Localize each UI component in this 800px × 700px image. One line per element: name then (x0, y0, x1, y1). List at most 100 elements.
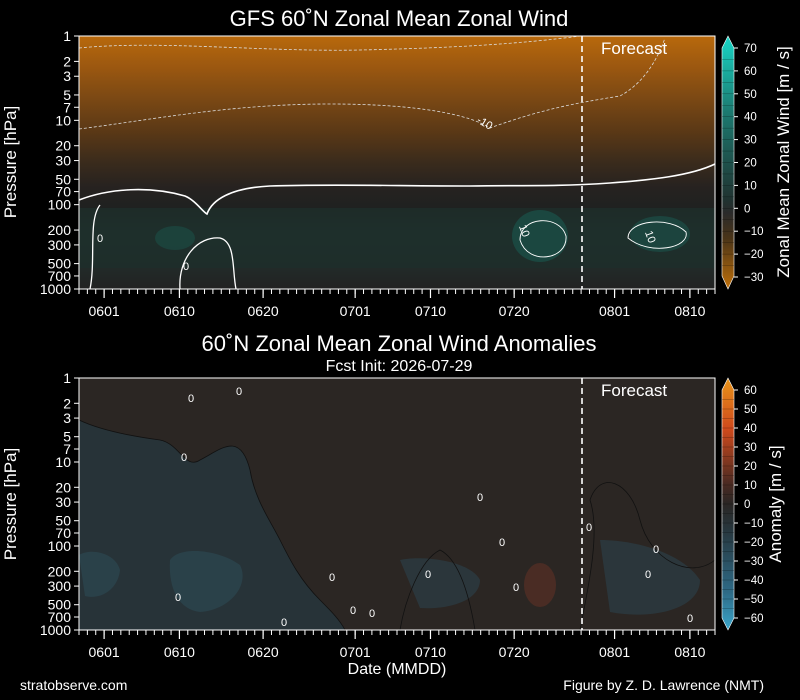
colorbar-tick-label: 40 (744, 112, 757, 124)
x-tick-label: 0620 (248, 303, 279, 319)
colorbar-tick-label: −20 (744, 249, 764, 261)
negative-anomaly-region (79, 551, 120, 597)
y-tick-label: 2 (63, 395, 71, 411)
contour-line (627, 221, 687, 249)
contour-label: 0 (645, 569, 651, 581)
contour-line (579, 482, 716, 631)
y-axis-label: Pressure [hPa] (1, 448, 20, 560)
y-tick-label: 200 (48, 563, 72, 579)
x-tick-label: 0720 (499, 644, 530, 660)
footer-credit: Figure by Z. D. Lawrence (NMT) (563, 677, 764, 693)
y-tick-label: 50 (55, 513, 71, 529)
contour-label: 0 (281, 617, 287, 629)
negative-anomaly-region (600, 540, 700, 615)
negative-anomaly-region (400, 558, 480, 609)
negative-anomaly-region (169, 550, 243, 612)
y-tick-label: 500 (48, 256, 72, 272)
contour-label: 0 (350, 605, 356, 617)
contour-line (78, 419, 346, 631)
y-tick-label: 3 (63, 410, 71, 426)
colorbar-ticks: 70 60 50 40 30 20 10 0 −10 −20 −30 (722, 43, 764, 284)
y-tick-label: 70 (55, 525, 71, 541)
colorbar-tick-label: −10 (744, 518, 764, 530)
y-tick-label: 500 (48, 597, 72, 613)
contour-label: 0 (586, 522, 592, 534)
contour-label: 10 (642, 229, 657, 245)
y-tick-label: 20 (55, 138, 71, 154)
x-tick-label: 0610 (164, 644, 195, 660)
contour-label: 0 (175, 592, 181, 604)
y-tick-label: 30 (55, 494, 71, 510)
y-tick-label: 200 (48, 222, 72, 238)
contour-label: 0 (369, 608, 375, 620)
x-tick-label: 0710 (415, 303, 446, 319)
x-tick-label: 0810 (674, 303, 705, 319)
y-tick-label: 20 (55, 479, 71, 495)
x-tick-label: 0810 (674, 644, 705, 660)
y-tick-label: 7 (63, 99, 71, 115)
colorbar-tick-label: 20 (744, 158, 757, 170)
x-axis-label: Date (MMDD) (348, 661, 447, 678)
panel-anomaly-title: 60˚N Zonal Mean Zonal Wind Anomalies (202, 331, 597, 356)
colorbar-tick-label: 0 (744, 499, 750, 511)
contour-label: 10 (516, 223, 531, 239)
panel-wind-title: GFS 60˚N Zonal Mean Zonal Wind (230, 6, 569, 31)
colorbar-tick-label: −50 (744, 594, 764, 606)
contour-line (399, 549, 476, 631)
y-tick-label: 300 (48, 578, 72, 594)
y-tick-label: 5 (63, 87, 71, 103)
x-tick-label: 0710 (415, 644, 446, 660)
contour-line (519, 220, 567, 258)
positive-anomaly-blob (524, 563, 556, 607)
x-tick-label: 0701 (340, 303, 371, 319)
y-tick-label: 700 (48, 609, 72, 625)
y-tick-label: 3 (63, 68, 71, 84)
colorbar-label: Zonal Mean Zonal Wind [m / s] (774, 46, 793, 277)
colorbar-ticks: 60 50 40 30 20 10 0 −10 −20 −30 −40 −50 −60 (722, 385, 764, 625)
colorbar-tick-label: 10 (744, 180, 757, 192)
y-tick-label: 50 (55, 171, 71, 187)
forecast-label: Forecast (601, 381, 667, 400)
colorbar-tick-label: 70 (744, 43, 757, 55)
colorbar-tick-label: 50 (744, 89, 757, 101)
y-tick-label: 1000 (40, 622, 71, 638)
y-tick-label: 700 (48, 268, 72, 284)
contour-label: 0 (425, 569, 431, 581)
y-tick-label: 70 (55, 184, 71, 200)
colorbar-tick-label: 10 (744, 480, 757, 492)
x-tick-label: 0720 (499, 303, 530, 319)
negative-anomaly-region (79, 420, 345, 630)
x-tick-label: 0601 (89, 303, 120, 319)
y-tick-label: 10 (55, 112, 71, 128)
contour-label: 0 (183, 261, 189, 273)
colorbar-tick-label: −60 (744, 613, 764, 625)
positive-wind-blob (155, 226, 195, 250)
forecast-label: Forecast (601, 39, 667, 58)
x-tick-label: 0801 (599, 644, 630, 660)
y-tick-label: 1000 (40, 281, 71, 297)
x-axis: 0601 0610 0620 0701 0710 0720 0801 0810 (78, 630, 716, 660)
colorbar-tick-label: 0 (744, 203, 750, 215)
colorbar-tick-label: −30 (744, 272, 764, 284)
x-axis: 0601 0610 0620 0701 0710 0720 0801 0810 (78, 289, 716, 319)
panel-anomaly-subtitle: Fcst Init: 2026-07-29 (326, 358, 473, 375)
y-tick-label: 1 (63, 370, 71, 386)
contour-line (78, 35, 581, 51)
y-axis-label: Pressure [hPa] (1, 106, 20, 218)
panel-wind: GFS 60˚N Zonal Mean Zonal Wind 0 0 10 10… (1, 6, 793, 319)
x-tick-label: 0610 (164, 303, 195, 319)
y-tick-label: 5 (63, 429, 71, 445)
y-tick-label: 7 (63, 441, 71, 457)
y-tick-label: 30 (55, 153, 71, 169)
x-tick-label: 0601 (89, 644, 120, 660)
colorbar-tick-label: 60 (744, 385, 757, 397)
y-tick-label: 100 (48, 538, 72, 554)
contour-label: 0 (477, 492, 483, 504)
anomaly-contour-labels: 0 0 0 0 0 0 0 0 0 0 0 0 0 0 0 0 (175, 386, 693, 629)
colorbar-tick-label: 40 (744, 423, 757, 435)
contour-label: 0 (499, 537, 505, 549)
contour-label: 0 (653, 544, 659, 556)
